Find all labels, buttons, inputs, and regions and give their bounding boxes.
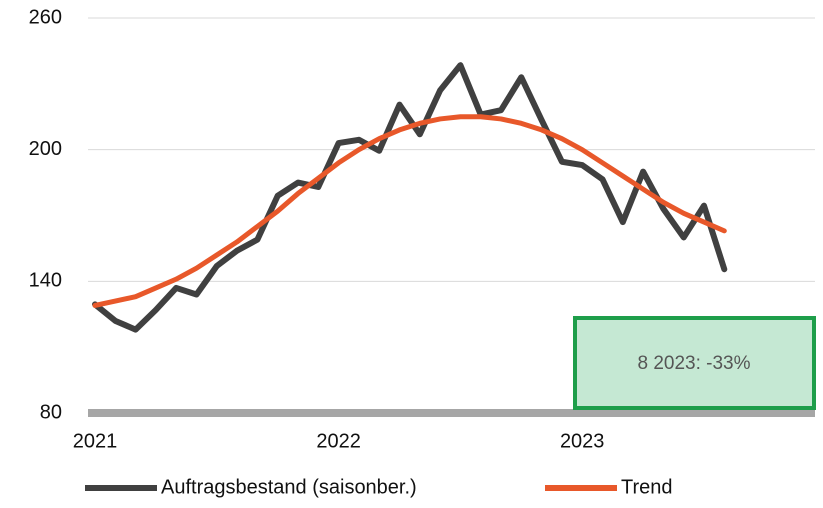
x-tick-label: 2022 [316,430,361,452]
y-tick-label: 140 [29,270,62,292]
annotation-box [573,316,816,410]
legend-label: Auftragsbestand (saisonber.) [161,476,417,498]
line-series [92,114,727,308]
y-tick-label: 80 [40,401,62,423]
x-tick-label: 2023 [560,430,605,452]
annotation: 8 2023: -33% [637,353,750,374]
y-tick-label: 260 [29,6,62,28]
x-tick-label: 2021 [73,430,118,452]
y-tick-label: 200 [29,138,62,160]
legend-label: Trend [621,476,673,498]
line-series [92,62,728,333]
